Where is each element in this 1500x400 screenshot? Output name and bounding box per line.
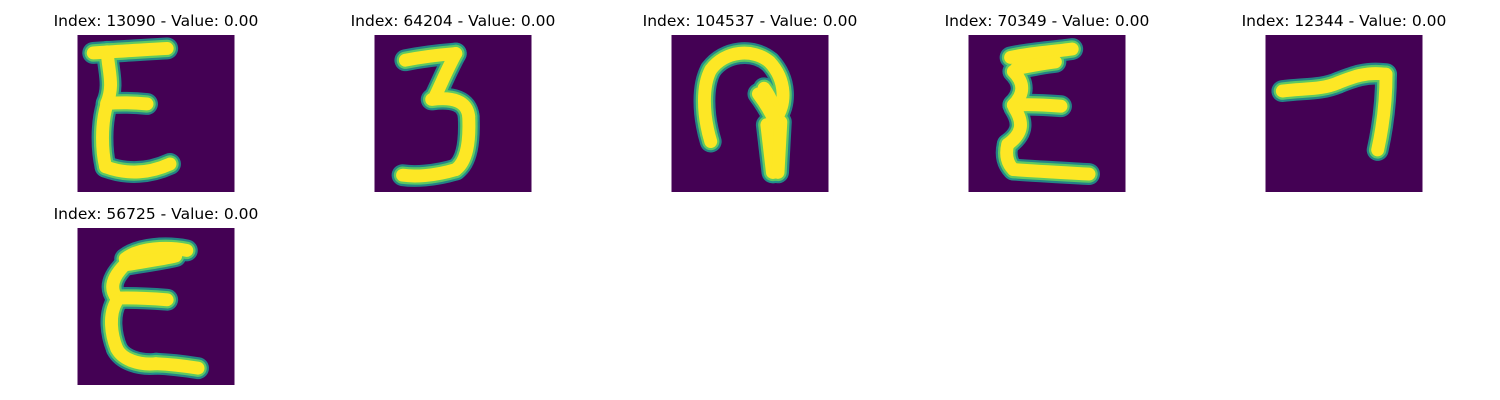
- glyph-stroke: [96, 98, 114, 174]
- digit-image: [671, 35, 829, 192]
- digit-image: [374, 35, 532, 192]
- glyph-stroke: [1006, 163, 1096, 181]
- image-background: [1265, 35, 1423, 192]
- glyph-stroke: [1275, 76, 1345, 98]
- glyph-stroke: [760, 118, 779, 179]
- glyph-stroke: [110, 291, 174, 307]
- digit-image: [77, 228, 235, 385]
- glyph-stroke: [396, 163, 463, 183]
- glyph-stroke: [771, 115, 788, 179]
- glyph-stroke: [751, 87, 782, 129]
- glyph-stroke: [698, 63, 718, 148]
- panel-title: Index: 13090 - Value: 0.00: [53, 12, 259, 30]
- panel-title: Index: 56725 - Value: 0.00: [53, 205, 259, 223]
- digit-image: [77, 35, 235, 192]
- glyph-stroke: [105, 294, 124, 356]
- digit-image: [1265, 35, 1423, 192]
- glyph-stroke: [1004, 42, 1079, 64]
- glyph-stroke: [100, 45, 118, 110]
- glyph-stroke: [118, 241, 194, 266]
- glyph-stroke: [99, 157, 177, 179]
- glyph-stroke: [1009, 55, 1062, 76]
- glyph-stroke: [1371, 67, 1393, 157]
- panel-title: Index: 12344 - Value: 0.00: [1241, 12, 1447, 30]
- panel-title: Index: 70349 - Value: 0.00: [944, 12, 1150, 30]
- glyph-stroke: [86, 42, 174, 60]
- panel-title: Index: 64204 - Value: 0.00: [350, 12, 556, 30]
- glyph-stroke: [149, 357, 205, 375]
- panel-title: Index: 104537 - Value: 0.00: [642, 12, 858, 30]
- glyph-stroke: [121, 249, 183, 271]
- digit-image: [968, 35, 1126, 192]
